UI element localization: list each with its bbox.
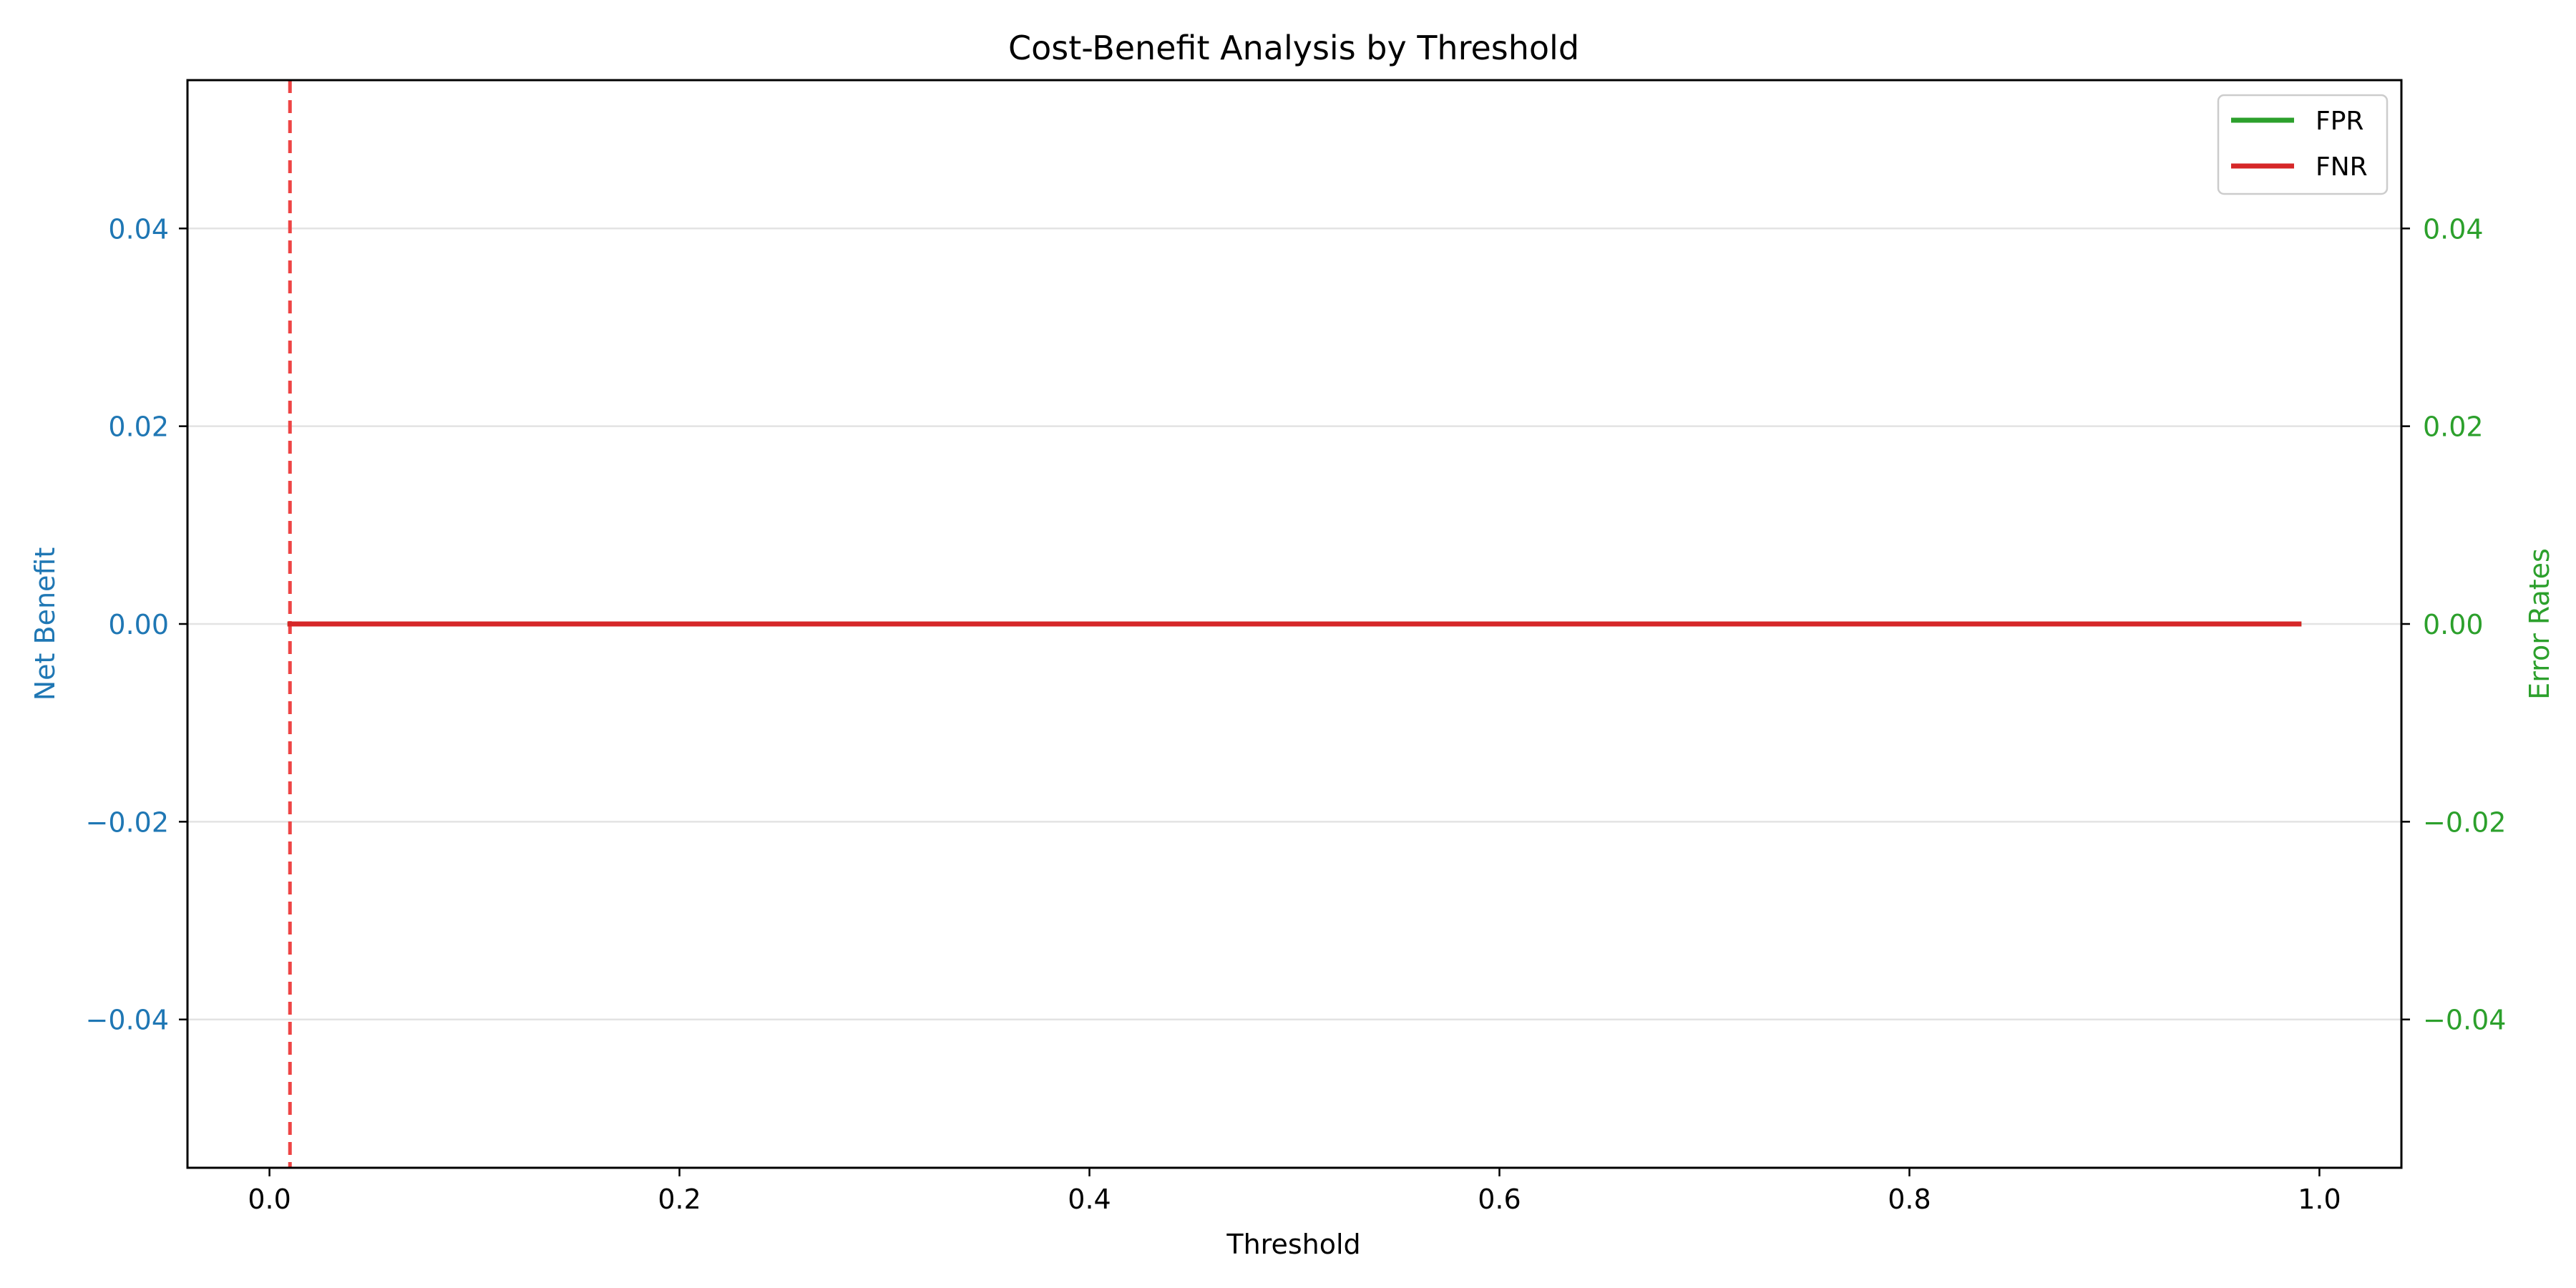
x-tick-label-0: 0.0 (248, 1184, 291, 1215)
left-y-axis: −0.04 −0.02 0.00 0.02 0.04 (86, 213, 187, 1036)
left-y-tick-label-1: −0.02 (86, 806, 169, 838)
x-tick-label-3: 0.6 (1478, 1184, 1521, 1215)
legend: FPR FNR (2217, 94, 2389, 195)
x-tick-label-5: 1.0 (2298, 1184, 2341, 1215)
right-y-tick-label-0: −0.04 (2423, 1005, 2506, 1036)
left-y-tick-label-0: −0.04 (86, 1005, 169, 1036)
left-y-tick-label-2: 0.00 (108, 609, 169, 640)
right-y-tick-label-3: 0.02 (2423, 411, 2484, 443)
chart-title: Cost-Benefit Analysis by Threshold (1008, 29, 1579, 67)
x-axis: 0.0 0.2 0.4 0.6 0.8 1.0 (248, 1168, 2341, 1215)
x-tick-label-1: 0.2 (658, 1184, 701, 1215)
x-axis-label: Threshold (1226, 1229, 1360, 1260)
left-y-tick-label-4: 0.04 (108, 213, 169, 245)
x-tick-label-4: 0.8 (1888, 1184, 1931, 1215)
right-y-axis: −0.04 −0.02 0.00 0.02 0.04 (2401, 213, 2506, 1036)
right-y-axis-label: Error Rates (2524, 548, 2555, 700)
legend-label-fnr: FNR (2316, 152, 2368, 182)
left-y-axis-label: Net Benefit (29, 547, 61, 701)
left-y-tick-label-3: 0.02 (108, 411, 169, 443)
right-y-tick-label-1: −0.02 (2423, 806, 2506, 838)
right-y-tick-label-4: 0.04 (2423, 213, 2484, 245)
legend-label-fpr: FPR (2316, 107, 2363, 136)
x-tick-label-2: 0.4 (1068, 1184, 1111, 1215)
right-y-tick-label-2: 0.00 (2423, 609, 2484, 640)
